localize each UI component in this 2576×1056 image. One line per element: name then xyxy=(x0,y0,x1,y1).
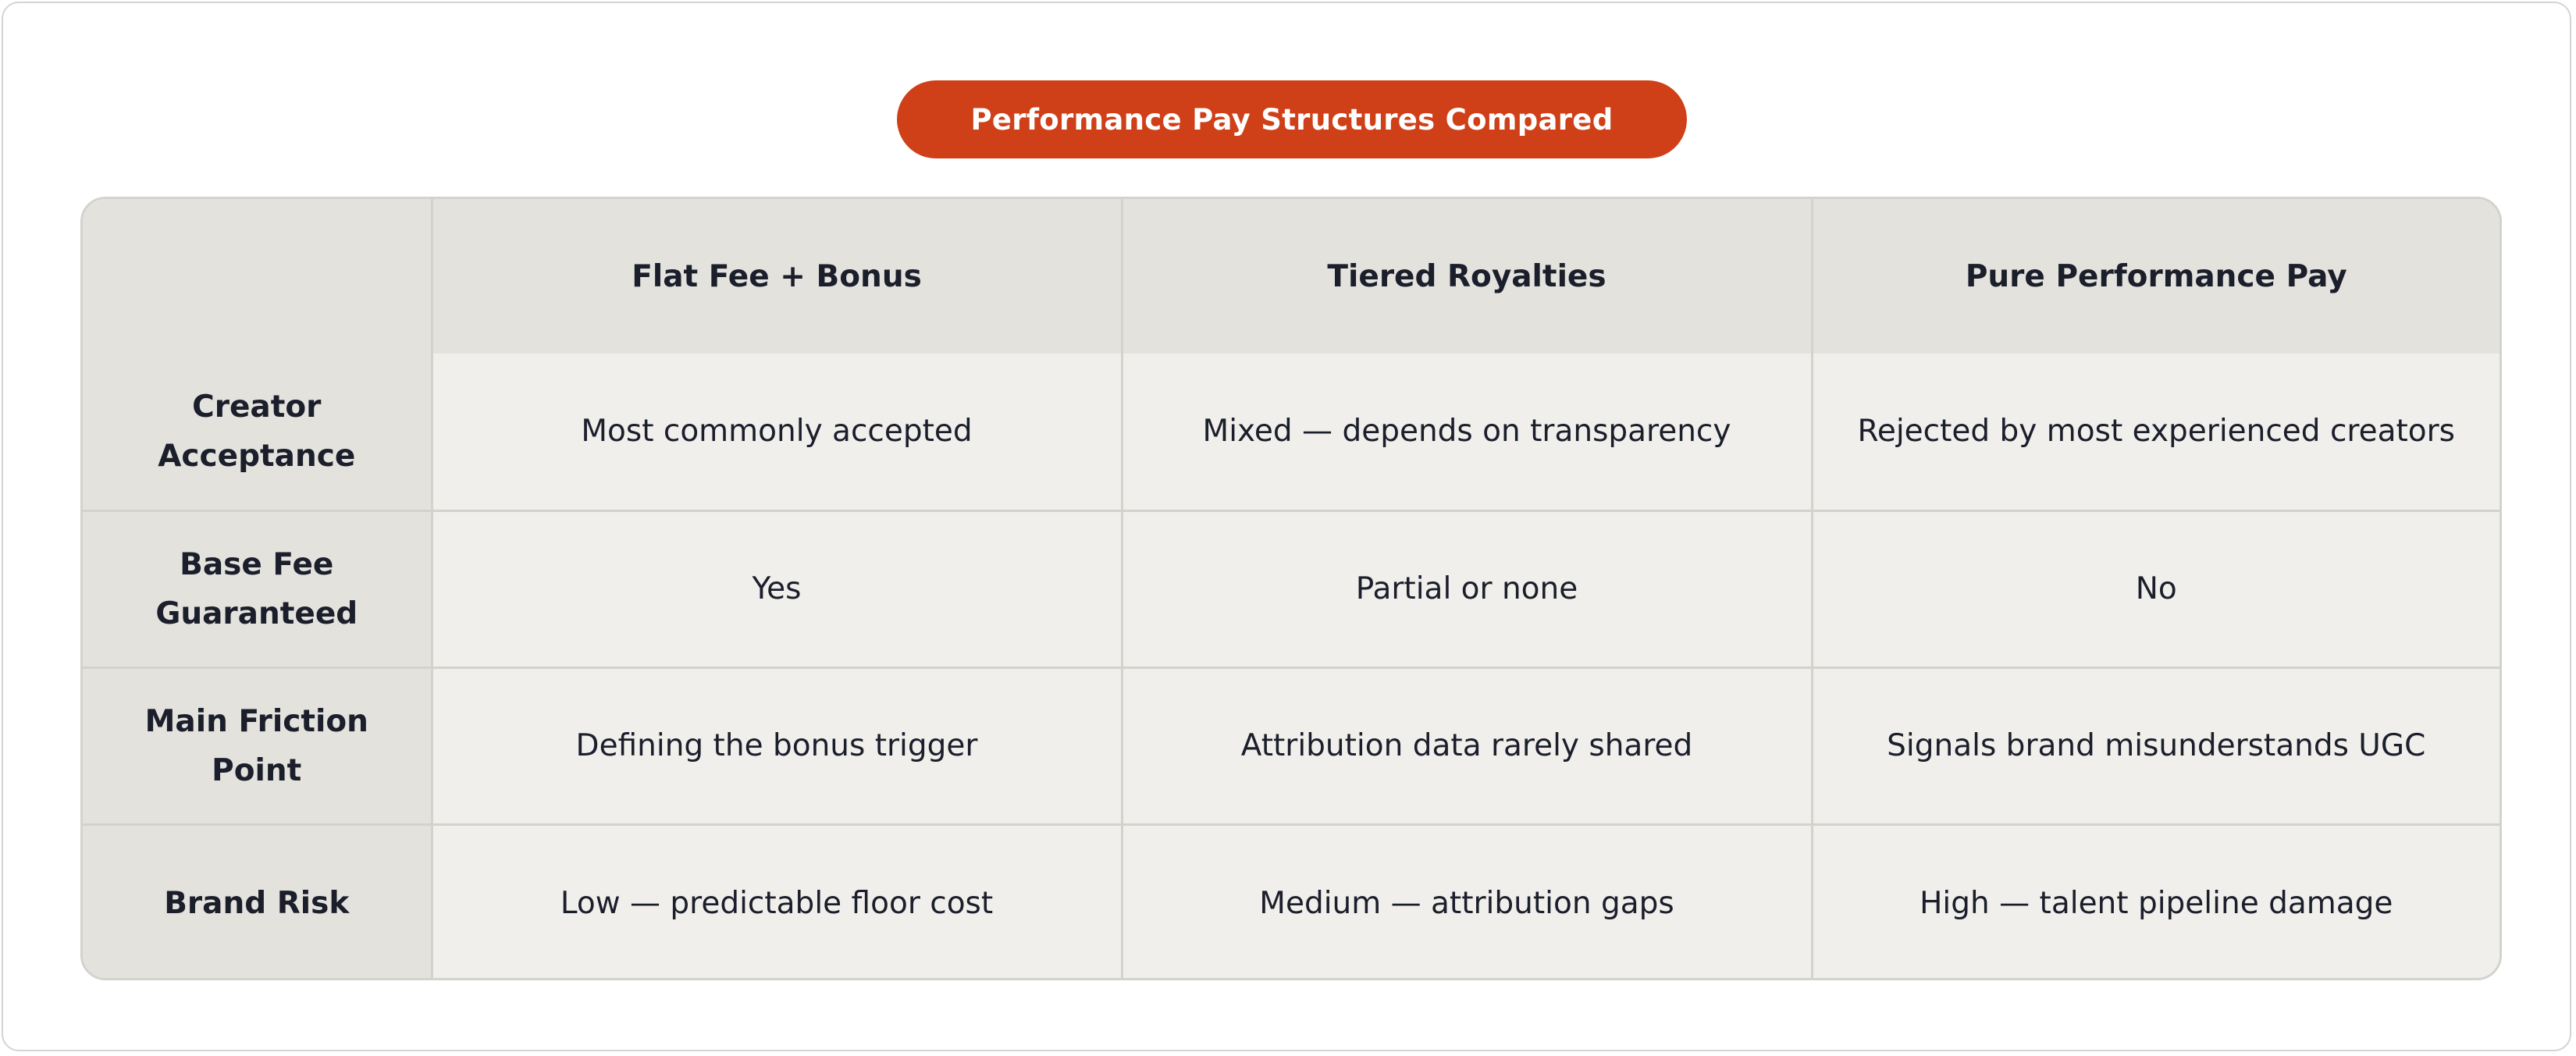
row-label-base-fee-guaranteed: Base Fee Guaranteed xyxy=(83,509,433,669)
row-label-text: Base Fee Guaranteed xyxy=(155,546,358,631)
table-row: Base Fee Guaranteed Yes Partial or none … xyxy=(83,509,2500,669)
row-label-main-friction-point: Main Friction Point xyxy=(83,666,433,826)
table-row: Brand Risk Low — predictable floor cost … xyxy=(83,823,2500,978)
table-cell: Medium — attribution gaps xyxy=(1120,823,1813,978)
table-cell: Yes xyxy=(430,509,1123,669)
table-cell: Partial or none xyxy=(1120,509,1813,669)
column-header-pure-performance-pay: Pure Performance Pay xyxy=(1810,199,2500,354)
row-label-text: Main Friction Point xyxy=(144,703,368,788)
column-header-tiered-royalties: Tiered Royalties xyxy=(1120,199,1813,354)
row-label-text: Creator Acceptance xyxy=(158,389,356,474)
table-cell: Rejected by most experienced creators xyxy=(1810,354,2500,512)
row-label-creator-acceptance: Creator Acceptance xyxy=(83,354,433,512)
table-cell: Signals brand misunderstands UGC xyxy=(1810,666,2500,826)
row-label-brand-risk: Brand Risk xyxy=(83,823,433,978)
table-cell: Attribution data rarely shared xyxy=(1120,666,1813,826)
table-row: Creator Acceptance Most commonly accepte… xyxy=(83,354,2500,512)
row-label-text: Brand Risk xyxy=(164,885,350,921)
corner-cell xyxy=(83,199,433,354)
page-title: Performance Pay Structures Compared xyxy=(897,80,1687,158)
comparison-table-container: Flat Fee + Bonus Tiered Royalties Pure P… xyxy=(80,197,2502,980)
table-cell: Low — predictable floor cost xyxy=(430,823,1123,978)
table-row: Main Friction Point Defining the bonus t… xyxy=(83,666,2500,826)
column-header-flat-fee-bonus: Flat Fee + Bonus xyxy=(430,199,1123,354)
table-cell: Most commonly accepted xyxy=(430,354,1123,512)
table-header-row: Flat Fee + Bonus Tiered Royalties Pure P… xyxy=(83,199,2500,354)
table-cell: No xyxy=(1810,509,2500,669)
table-cell: Mixed — depends on transparency xyxy=(1120,354,1813,512)
comparison-table: Flat Fee + Bonus Tiered Royalties Pure P… xyxy=(83,199,2500,978)
table-cell: Defining the bonus trigger xyxy=(430,666,1123,826)
table-cell: High — talent pipeline damage xyxy=(1810,823,2500,978)
